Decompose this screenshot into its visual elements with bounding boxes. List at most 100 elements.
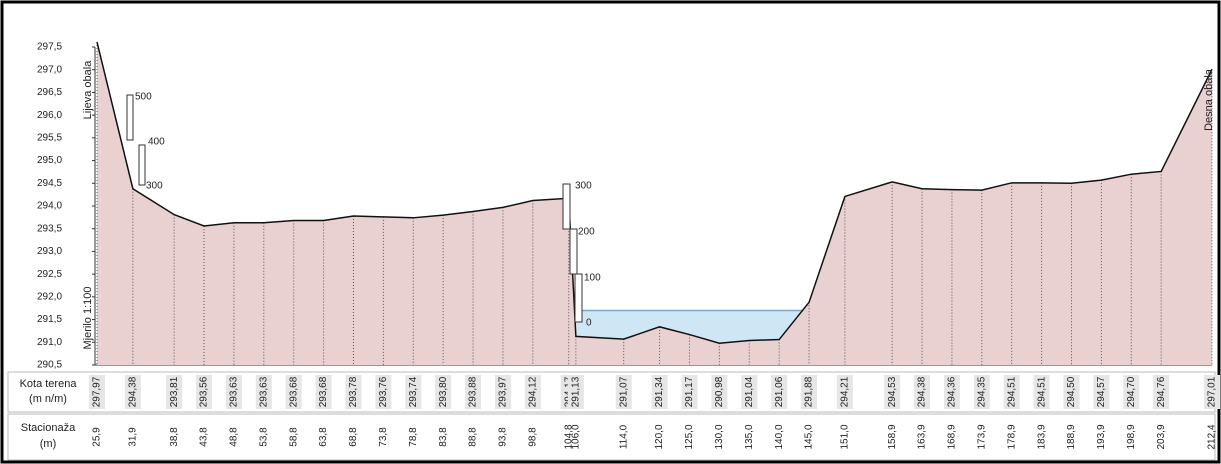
- elevation-label: 293,63: [229, 376, 240, 407]
- station-label: 48,8: [229, 427, 240, 447]
- station-label: 78,8: [408, 427, 419, 447]
- elevation-label: 291,06: [774, 376, 785, 407]
- elevation-label: 294,21: [840, 376, 851, 407]
- cell: [1123, 375, 1140, 409]
- station-label: 31,9: [128, 427, 139, 447]
- station-label: 98,8: [527, 427, 538, 447]
- cell: [89, 375, 105, 409]
- cell: [1153, 375, 1170, 409]
- gauge-label: 300: [146, 181, 163, 192]
- station-label: 140,0: [774, 424, 785, 449]
- cell: [741, 375, 758, 409]
- cell: [884, 375, 901, 409]
- y-tick-label: 294,5: [37, 178, 62, 189]
- cell: [1093, 375, 1110, 409]
- elevation-label: 293,68: [288, 376, 299, 407]
- elevation-label: 294,35: [976, 376, 987, 407]
- cell: [345, 375, 362, 409]
- gauge-label: 0: [586, 318, 592, 329]
- station-label: 203,9: [1156, 424, 1167, 449]
- elevation-label: 294,70: [1126, 376, 1137, 407]
- row-label: Kota terena: [20, 378, 78, 390]
- station-label: 151,0: [840, 424, 851, 449]
- elevation-label: 291,04: [744, 376, 755, 407]
- station-label: 104,8: [563, 424, 574, 449]
- cell: [567, 375, 584, 409]
- cell: [914, 375, 931, 409]
- row-label: (m n/m): [29, 393, 67, 405]
- station-label: 135,0: [744, 424, 755, 449]
- cell: [524, 375, 541, 409]
- elevation-label: 291,07: [618, 376, 629, 407]
- elevation-label: 294,50: [1066, 376, 1077, 407]
- station-label: 88,8: [468, 427, 479, 447]
- plot: 290,5 291,0 291,5 292,0 292,5 293,0 293,5 294,0…: [37, 42, 1213, 371]
- station-label: 212,4: [1207, 424, 1218, 449]
- y-tick-label: 291,5: [37, 314, 62, 325]
- station-label: 130,0: [714, 424, 725, 449]
- cell: [836, 375, 853, 409]
- cell: [1033, 375, 1050, 409]
- elevation-label: 297,97: [92, 376, 103, 407]
- cell: [494, 375, 511, 409]
- gauge-label: 100: [584, 273, 601, 284]
- elevation-label: 293,97: [498, 376, 509, 407]
- elevation-label: 294,38: [128, 376, 139, 407]
- station-label: 145,0: [804, 424, 815, 449]
- elevation-label: 293,81: [169, 376, 180, 407]
- cell: [771, 375, 788, 409]
- cell: [801, 375, 818, 409]
- y-tick-label: 295,5: [37, 132, 62, 143]
- elevation-label: 294,51: [1036, 376, 1047, 407]
- scale-label: Mjerilo 1:100: [82, 287, 94, 350]
- gauge-label: 200: [578, 227, 595, 238]
- terrain-fill: [97, 42, 1212, 365]
- cell: [435, 375, 452, 409]
- gauge-bar: [126, 94, 134, 141]
- cell: [285, 375, 302, 409]
- elevation-label: 294,53: [887, 376, 898, 407]
- cell: [255, 375, 272, 409]
- elevation-label: 294,51: [1006, 376, 1017, 407]
- table-row: [7, 413, 1216, 461]
- elevation-label: 293,56: [199, 376, 210, 407]
- gauge-label: 500: [135, 92, 152, 103]
- station-label: 168,9: [947, 424, 958, 449]
- cell: [124, 375, 141, 409]
- station-label: 173,9: [976, 424, 987, 449]
- row-label: (m): [40, 438, 57, 450]
- elevation-label: 291,34: [654, 376, 665, 407]
- cell: [225, 375, 242, 409]
- station-label: 158,9: [887, 424, 898, 449]
- elevation-label: 293,80: [438, 376, 449, 407]
- station-label: 120,0: [654, 424, 665, 449]
- station-label: 198,9: [1126, 424, 1137, 449]
- station-label: 114,0: [618, 424, 629, 449]
- elevation-label: 293,78: [348, 376, 359, 407]
- row-label: Stacionaža: [21, 422, 76, 434]
- station-label: 83,8: [438, 427, 449, 447]
- station-label: 106,0: [571, 424, 582, 449]
- cell: [196, 375, 213, 409]
- y-tick-label: 292,5: [37, 269, 62, 280]
- station-label: 43,8: [199, 427, 210, 447]
- station-label: 178,9: [1006, 424, 1017, 449]
- station-label: 53,8: [258, 427, 269, 447]
- y-tick-label: 296,0: [37, 110, 62, 121]
- y-tick-label: 294,0: [37, 201, 62, 212]
- y-tick-label: 295,0: [37, 155, 62, 166]
- station-label: 163,9: [917, 424, 928, 449]
- cell: [615, 375, 632, 409]
- gauge-bar: [569, 228, 578, 275]
- elevation-label: 293,68: [318, 376, 329, 407]
- cell: [973, 375, 990, 409]
- cell: [1063, 375, 1080, 409]
- station-label: 58,8: [288, 427, 299, 447]
- station-label: 93,8: [498, 427, 509, 447]
- station-label: 183,9: [1036, 424, 1047, 449]
- y-tick-label: 292,0: [37, 291, 62, 302]
- y-tick-label: 297,5: [37, 42, 62, 53]
- cell: [405, 375, 422, 409]
- station-label: 73,8: [378, 427, 389, 447]
